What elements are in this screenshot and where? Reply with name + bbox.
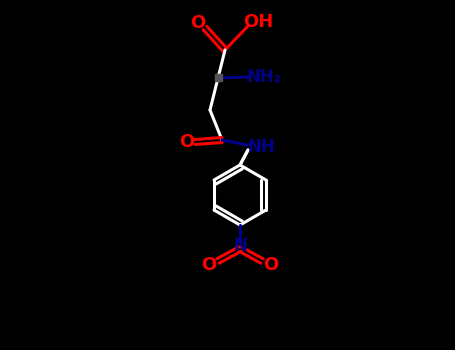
Text: O: O <box>263 256 278 274</box>
Text: O: O <box>202 256 217 274</box>
Text: NH: NH <box>247 138 275 156</box>
Text: OH: OH <box>243 13 273 31</box>
Text: NH₂: NH₂ <box>247 68 282 86</box>
Text: N: N <box>233 237 247 255</box>
Bar <box>215 74 222 81</box>
Text: O: O <box>190 14 206 32</box>
Text: O: O <box>179 133 195 151</box>
